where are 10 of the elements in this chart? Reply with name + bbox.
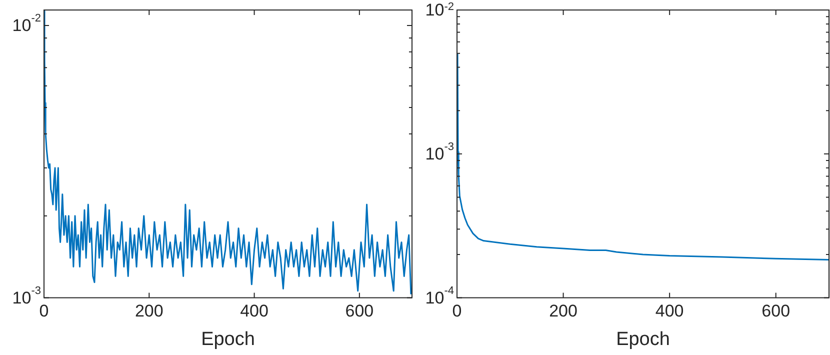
x-tick-label: 600 [345, 302, 374, 321]
x-axis-title: Epoch [201, 328, 255, 350]
x-tick-label: 0 [452, 302, 462, 321]
x-tick-label: 400 [655, 302, 684, 321]
x-tick-label: 600 [762, 302, 790, 321]
x-tick-label: 200 [134, 302, 164, 321]
x-tick-label: 400 [240, 302, 268, 321]
x-axis-title: Epoch [616, 328, 670, 350]
x-tick-label: 0 [39, 302, 49, 321]
x-tick-label: 200 [549, 302, 578, 321]
